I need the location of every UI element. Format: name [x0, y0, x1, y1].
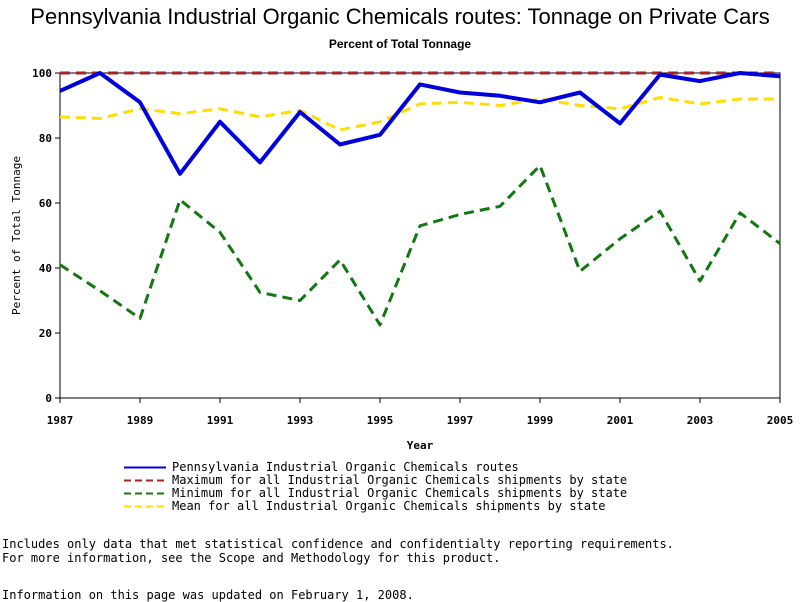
x-tick-label: 1987: [47, 414, 74, 427]
x-tick-label: 1989: [127, 414, 154, 427]
x-tick-label: 2001: [607, 414, 634, 427]
x-tick-label: 1995: [367, 414, 394, 427]
legend-swatch: [124, 466, 166, 469]
x-tick-label: 2005: [767, 414, 794, 427]
legend-swatch: [124, 492, 166, 495]
updated-note: Information on this page was updated on …: [2, 588, 414, 602]
footnotes: Includes only data that met statistical …: [2, 537, 674, 565]
legend-maximum: Maximum for all Industrial Organic Chemi…: [124, 474, 627, 487]
y-tick-label: 20: [39, 327, 52, 340]
legend-minimum: Minimum for all Industrial Organic Chemi…: [124, 487, 627, 500]
y-axis-label: Percent of Total Tonnage: [10, 156, 23, 315]
chart-legend: Pennsylvania Industrial Organic Chemical…: [124, 461, 627, 513]
series-minimum-line: [59, 164, 781, 327]
footnote-methodology: For more information, see the Scope and …: [2, 551, 501, 565]
x-axis-label: Year: [407, 439, 434, 452]
chart-title: Pennsylvania Industrial Organic Chemical…: [30, 4, 770, 29]
x-tick-label: 2003: [687, 414, 714, 427]
legend-swatch: [124, 479, 166, 482]
y-tick-label: 0: [45, 392, 52, 405]
chart-subtitle: Percent of Total Tonnage: [328, 37, 472, 51]
footnote-confidence: Includes only data that met statistical …: [2, 537, 674, 551]
legend-label: Pennsylvania Industrial Organic Chemical…: [172, 460, 519, 474]
legend-swatch: [124, 505, 166, 508]
legend-label: Maximum for all Industrial Organic Chemi…: [172, 473, 628, 487]
series-mean-line: [59, 95, 780, 132]
legend-label: Mean for all Industrial Organic Chemical…: [172, 499, 606, 513]
x-tick-label: 1999: [527, 414, 554, 427]
legend-label: Minimum for all Industrial Organic Chemi…: [172, 486, 628, 500]
y-tick-label: 100: [32, 67, 52, 80]
legend-pennsylvania: Pennsylvania Industrial Organic Chemical…: [124, 461, 627, 474]
x-tick-label: 1997: [447, 414, 474, 427]
y-tick-label: 60: [39, 197, 52, 210]
series-pennsylvania-line: [59, 71, 781, 176]
legend-mean: Mean for all Industrial Organic Chemical…: [124, 500, 627, 513]
y-tick-label: 80: [39, 132, 52, 145]
x-tick-label: 1991: [207, 414, 234, 427]
y-tick-label: 40: [39, 262, 52, 275]
x-tick-label: 1993: [287, 414, 314, 427]
